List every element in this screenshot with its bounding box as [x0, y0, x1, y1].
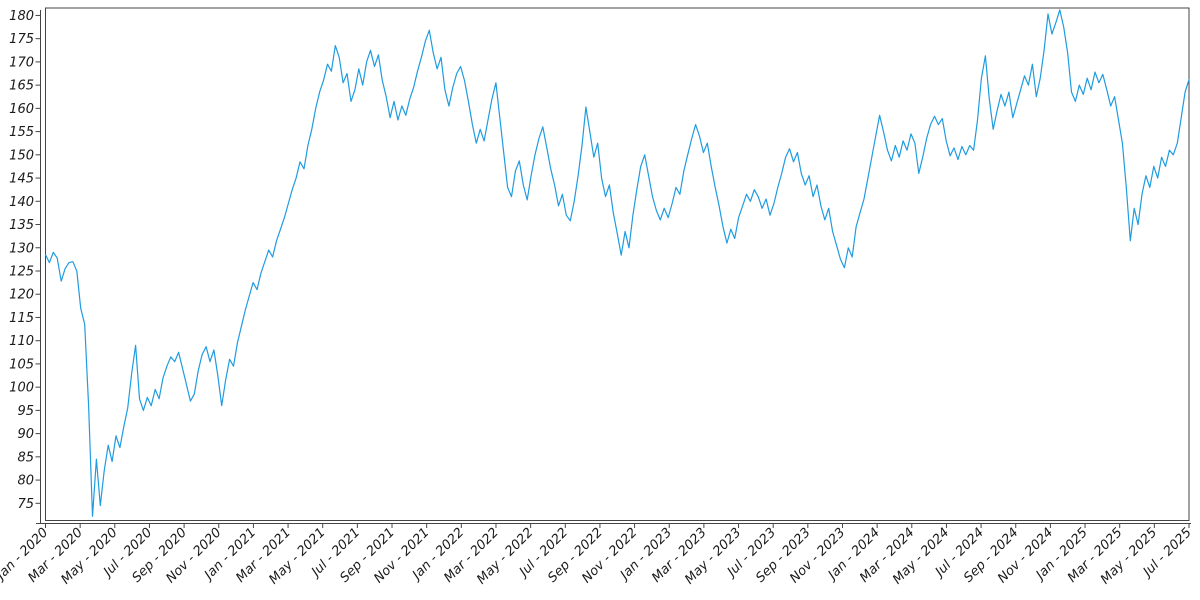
y-axis-tick-label: 125: [9, 264, 34, 279]
y-axis-tick-label: 90: [17, 427, 34, 442]
y-axis-tick-label: 115: [9, 311, 34, 326]
y-axis-tick-label: 170: [9, 55, 34, 70]
plot-border: [45, 7, 1190, 521]
y-axis-tick-label: 120: [9, 288, 34, 303]
y-axis-tick-label: 95: [17, 404, 34, 419]
y-axis-tick-label: 100: [9, 381, 34, 396]
y-axis-tick-label: 180: [9, 9, 34, 24]
y-axis-tick-label: 85: [17, 450, 34, 465]
y-axis-tick-label: 80: [17, 474, 34, 489]
y-axis-tick-label: 155: [9, 125, 34, 140]
y-axis-tick-label: 160: [9, 102, 34, 117]
y-axis-tick-label: 75: [17, 497, 34, 512]
y-axis-tick-label: 130: [9, 241, 34, 256]
y-axis-tick-label: 150: [9, 148, 34, 163]
y-axis-tick-label: 135: [9, 218, 34, 233]
price-series-line: [44, 9, 1190, 517]
y-axis-tick-label: 165: [9, 79, 34, 94]
y-axis-tick-label: 175: [9, 32, 34, 47]
y-axis-tick-label: 110: [9, 334, 34, 349]
y-axis-tick-label: 105: [9, 357, 34, 372]
y-axis-tick-label: 145: [9, 172, 34, 187]
y-axis-tick-label: 140: [9, 195, 34, 210]
